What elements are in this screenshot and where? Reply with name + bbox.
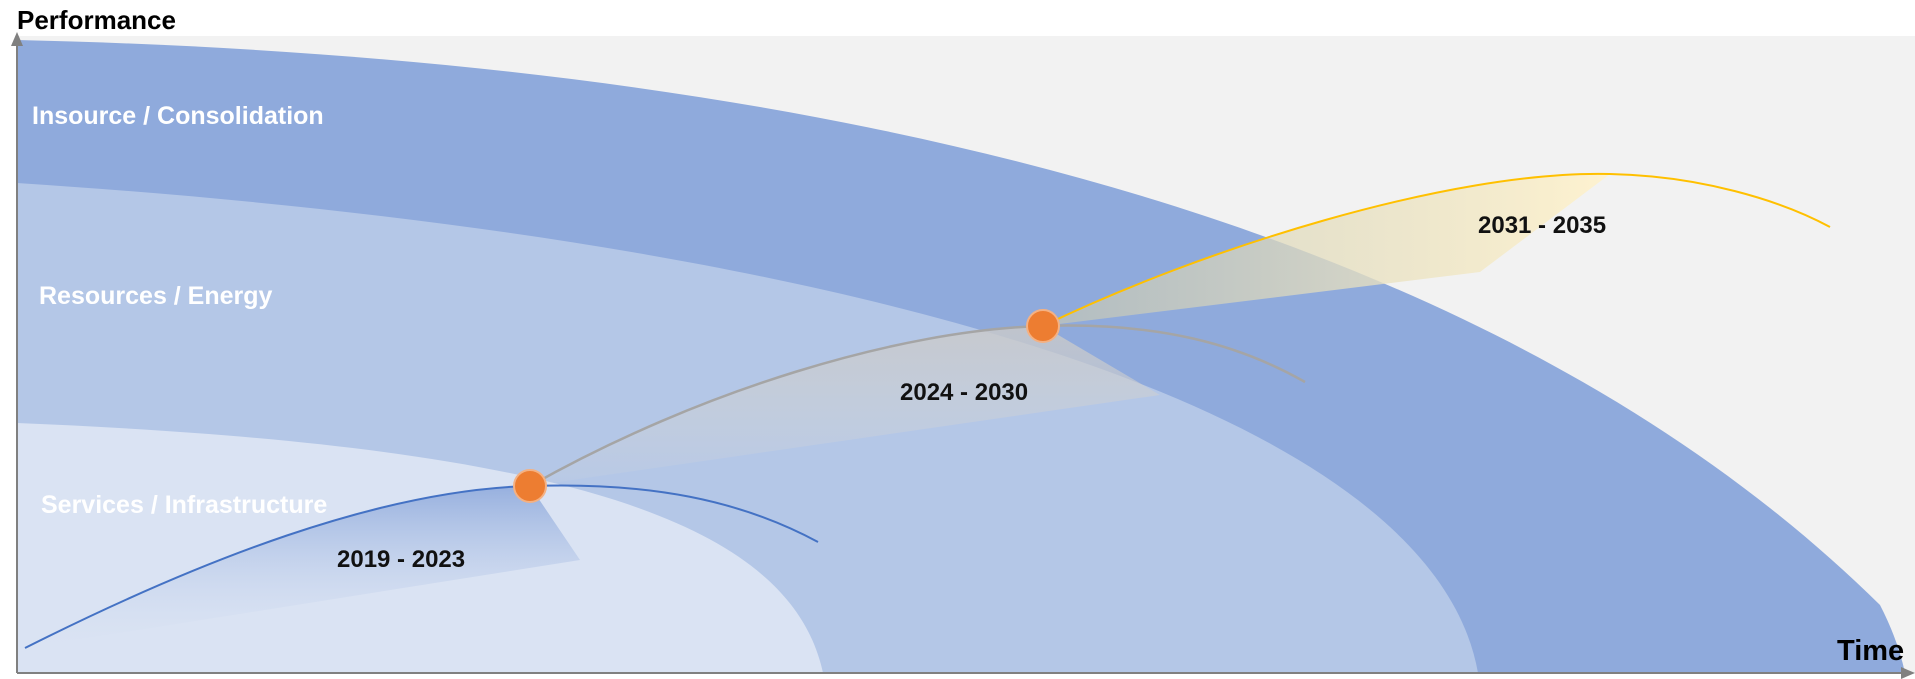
band-label-services: Services / Infrastructure xyxy=(41,491,327,519)
curve-2019-2023 xyxy=(24,484,819,649)
period-label-2024-2030: 2024 - 2030 xyxy=(900,379,1028,406)
y-axis-title: Performance xyxy=(17,5,176,35)
period-label-2031-2035: 2031 - 2035 xyxy=(1478,212,1606,239)
y-axis-arrow xyxy=(11,32,23,46)
curve-2024-2030 xyxy=(529,324,1306,488)
curve-2031-2035 xyxy=(1042,172,1831,327)
milestone-dot xyxy=(1026,309,1060,343)
band-label-resources: Resources / Energy xyxy=(39,282,273,310)
period-label-2019-2023: 2019 - 2023 xyxy=(337,546,465,573)
milestone-dot xyxy=(513,469,547,503)
wedge-2031-2035 xyxy=(1043,173,1610,326)
wedge-2019-2023 xyxy=(25,486,580,648)
x-axis-title: Time xyxy=(1837,635,1904,667)
wedge-2024-2030 xyxy=(530,326,1160,486)
band-label-insource: Insource / Consolidation xyxy=(32,102,324,130)
x-axis-arrow xyxy=(1901,667,1915,679)
